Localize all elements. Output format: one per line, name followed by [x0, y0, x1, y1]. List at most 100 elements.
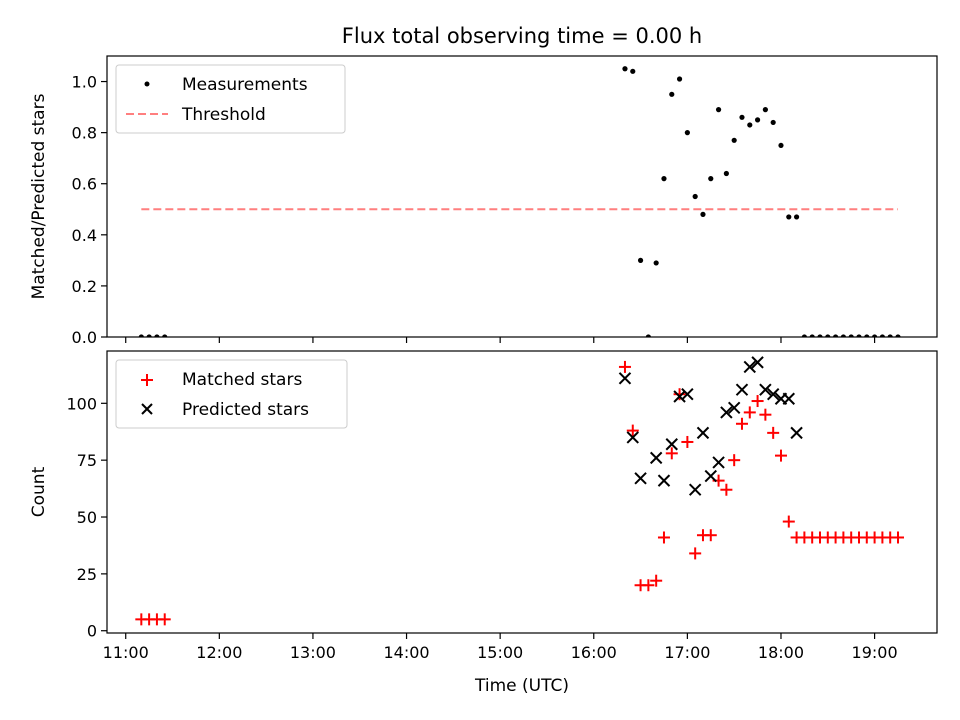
- predicted-point: [720, 406, 733, 419]
- predicted-point: [751, 356, 764, 369]
- x-tick-label: 13:00: [290, 643, 336, 662]
- matched-point: [626, 424, 639, 437]
- bottom-panel: 0 25 50 75 100 11:00 12:00 13:00 14:00 15:00 16:00…: [29, 350, 938, 662]
- measurement-point: [676, 76, 683, 82]
- legend-label-measurements: Measurements: [182, 75, 308, 95]
- measurement-point: [622, 66, 628, 72]
- measurement-point: [630, 68, 636, 74]
- plot-area: [138, 66, 901, 337]
- matched-point: [618, 360, 631, 373]
- predicted-point: [766, 388, 780, 401]
- x-tick-label: 15:00: [477, 643, 523, 662]
- predicted-point: [634, 472, 647, 485]
- measurement-point: [661, 176, 667, 182]
- measurement-point: [162, 334, 168, 337]
- axes-frame: [106, 55, 938, 338]
- measurement-point: [637, 257, 644, 263]
- x-tick-label: 12:00: [196, 643, 242, 662]
- legend-frame: [115, 359, 348, 429]
- matched-point: [657, 531, 670, 544]
- predicted-point: [727, 401, 741, 415]
- x-tick-label: 16:00: [571, 643, 617, 662]
- predicted-point: [735, 383, 749, 396]
- plot-area: [135, 356, 904, 626]
- measurement-point: [645, 334, 651, 337]
- matched-point: [673, 388, 686, 401]
- x-tick-label: 18:00: [758, 643, 804, 662]
- measurement-point: [793, 214, 800, 220]
- predicted-point: [681, 388, 694, 401]
- y-tick-label: 0.4: [72, 226, 97, 245]
- matched-point: [728, 454, 741, 467]
- predicted-point: [704, 469, 717, 483]
- y-tick-label: 0.0: [72, 328, 97, 347]
- matched-point: [689, 547, 702, 560]
- measurement-point: [786, 214, 792, 220]
- matched-point: [759, 408, 772, 421]
- measurement-point: [801, 334, 807, 337]
- y-tick-label: 25: [77, 565, 97, 584]
- y-axis-label: Matched/Predicted stars: [29, 93, 49, 299]
- measurement-point: [708, 176, 714, 182]
- predicted-point: [665, 438, 678, 451]
- y-tick-label: 75: [77, 451, 97, 470]
- x-tick-label: 17:00: [664, 643, 710, 662]
- predicted-point: [696, 426, 710, 440]
- predicted-point: [673, 390, 686, 403]
- predicted-point: [688, 483, 702, 496]
- predicted-point: [649, 451, 663, 465]
- matched-point: [158, 613, 171, 626]
- measurement-point: [770, 119, 776, 126]
- measurement-point: [715, 107, 722, 113]
- measurement-point: [692, 193, 698, 200]
- measurement-point: [723, 170, 729, 177]
- matched-point: [782, 515, 795, 528]
- measurement-point: [669, 91, 675, 97]
- matched-point: [751, 395, 764, 408]
- measurement-point: [809, 334, 815, 337]
- measurement-point: [154, 334, 160, 337]
- y-tick-label: 1.0: [72, 73, 97, 92]
- matched-point: [720, 483, 733, 496]
- measurement-point: [138, 334, 144, 337]
- axes-frame: [106, 350, 938, 634]
- measurement-point: [653, 260, 659, 266]
- measurement-point: [747, 122, 753, 128]
- measurement-point: [731, 137, 737, 143]
- legend-label-threshold: Threshold: [181, 105, 266, 125]
- matched-point: [767, 426, 780, 439]
- measurement-point: [832, 334, 839, 337]
- legend-label-matched: Matched stars: [182, 370, 302, 390]
- legend-frame: [115, 64, 346, 134]
- chart-title: Flux total observing time = 0.00 h: [342, 24, 702, 48]
- predicted-point: [618, 372, 632, 385]
- measurement-point: [778, 142, 784, 149]
- matched-point: [774, 449, 787, 462]
- matched-point: [743, 406, 756, 419]
- predicted-point: [626, 431, 639, 444]
- measurement-point: [762, 107, 768, 113]
- y-tick-label: 0.6: [72, 175, 97, 194]
- matched-point: [642, 579, 655, 592]
- measurement-point: [817, 334, 823, 337]
- x-tick-label: 14:00: [383, 643, 429, 662]
- measurement-point: [739, 114, 745, 120]
- legend-marker-measurements: [144, 81, 150, 87]
- legend-top: Measurements Threshold: [115, 64, 346, 134]
- legend-marker-matched: [141, 374, 153, 386]
- measurement-point: [895, 334, 901, 337]
- measurement-point: [840, 334, 846, 337]
- y-tick-label: 0: [87, 622, 97, 641]
- matched-point: [735, 417, 748, 430]
- measurement-point: [871, 334, 878, 337]
- predicted-point: [743, 360, 756, 374]
- measurement-point: [848, 334, 854, 337]
- matched-point: [650, 574, 663, 587]
- legend-marker-predicted: [141, 403, 153, 415]
- measurement-point: [879, 334, 885, 337]
- y-axis-label: Count: [29, 466, 49, 517]
- measurement-point: [684, 130, 690, 136]
- predicted-point: [790, 426, 803, 440]
- predicted-point: [782, 392, 795, 405]
